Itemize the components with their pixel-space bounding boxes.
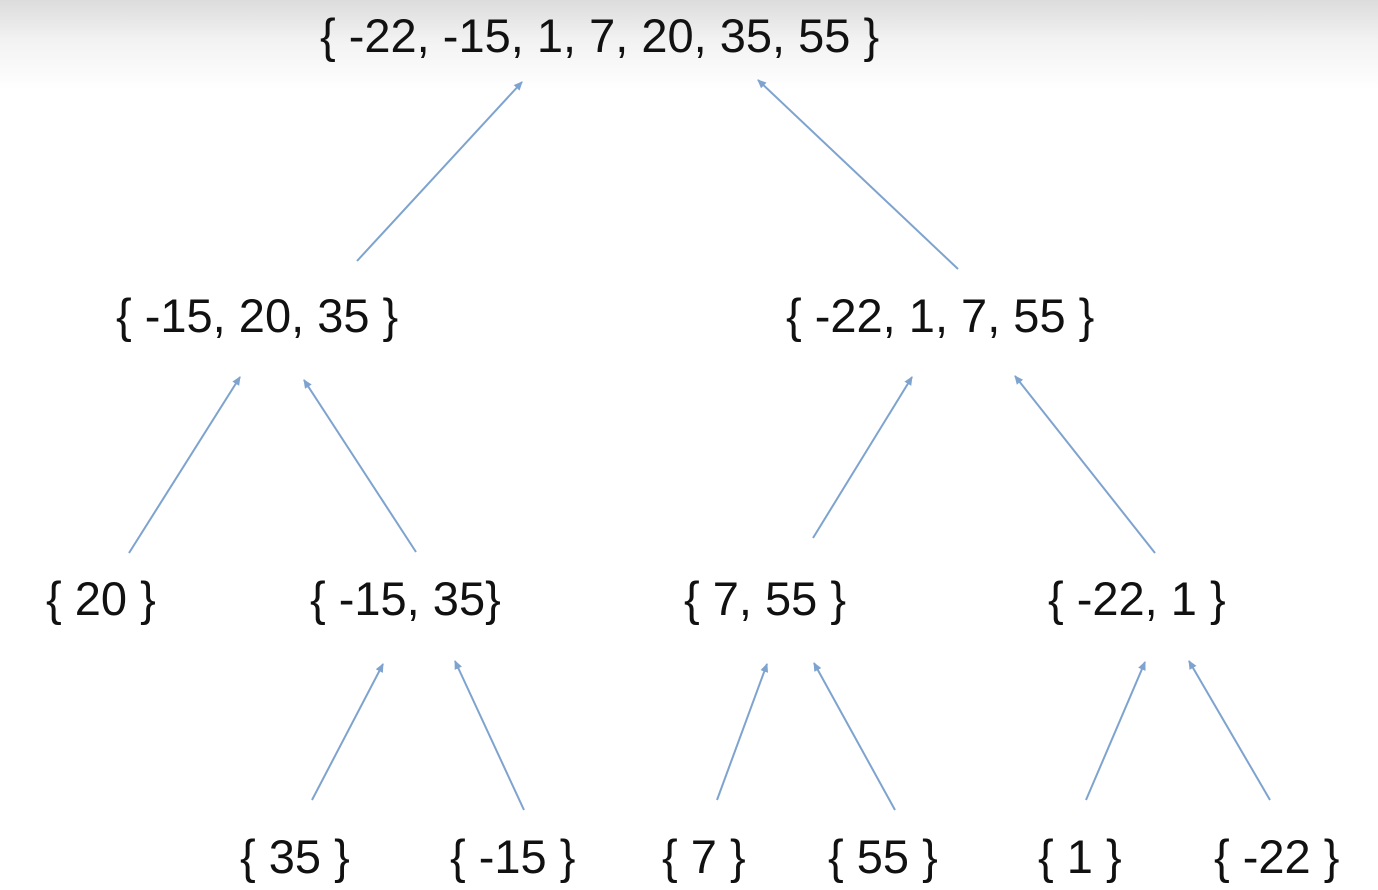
- node-right-left: { 7, 55 }: [684, 572, 847, 625]
- edge-right-to-root: [757, 79, 959, 270]
- node-left-right-right: { -15 }: [450, 830, 576, 883]
- node-right: { -22, 1, 7, 55 }: [786, 289, 1095, 342]
- node-left-right-left: { 35 }: [240, 830, 350, 883]
- node-root: { -22, -15, 1, 7, 20, 35, 55 }: [320, 9, 880, 62]
- node-right-right-right: { -22 }: [1214, 830, 1340, 883]
- edge-right-left-to-right: [812, 376, 913, 539]
- node-right-left-left: { 7 }: [662, 830, 746, 883]
- edge-lrl-to-lr: [311, 663, 384, 801]
- edge-rll-to-rl: [716, 663, 768, 801]
- node-right-left-right: { 55 }: [828, 830, 938, 883]
- edge-rrl-to-rr: [1085, 661, 1146, 801]
- node-right-right-left: { 1 }: [1038, 830, 1122, 883]
- edge-right-right-to-right: [1014, 375, 1156, 554]
- node-right-right: { -22, 1 }: [1048, 572, 1226, 625]
- edge-rrr-to-rr: [1188, 660, 1271, 801]
- node-left-right: { -15, 35}: [310, 572, 501, 625]
- node-left: { -15, 20, 35 }: [116, 289, 399, 342]
- edge-rlr-to-rl: [813, 662, 896, 811]
- edge-left-to-root: [356, 81, 523, 262]
- edge-left-right-to-left: [303, 379, 417, 553]
- edge-left-left-to-left: [128, 376, 241, 554]
- node-left-left: { 20 }: [46, 572, 156, 625]
- edge-lrr-to-lr: [454, 660, 525, 811]
